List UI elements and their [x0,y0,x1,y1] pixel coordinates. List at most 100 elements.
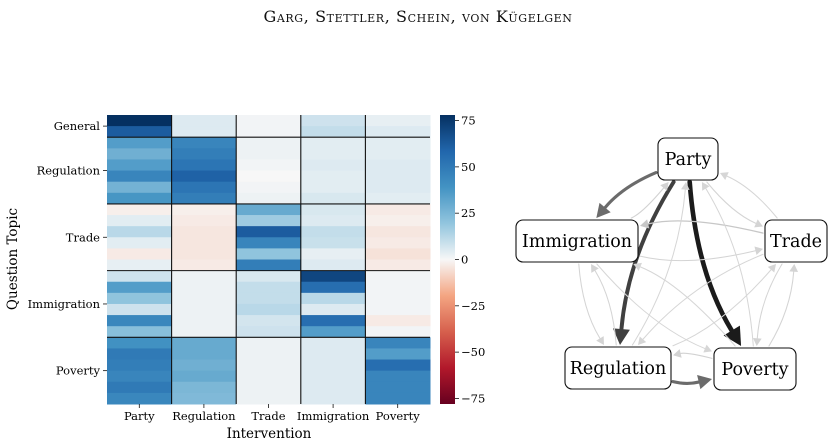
heatmap-cell [365,181,431,194]
edge-regulation-to-party [631,189,686,346]
y-tick-label: Immigration [28,297,101,311]
heatmap-cell [171,215,237,227]
heatmap-cell [365,370,431,383]
heatmap-cell [365,315,431,327]
heatmap-cell [300,370,366,383]
heatmap-cell [107,315,173,327]
colorbar-gradient [440,115,455,404]
heatmap-cell [365,115,431,127]
colorbar-tick-label: 75 [461,114,476,128]
heatmap-cell [300,148,366,160]
edge-poverty-to-regulation [680,352,713,359]
heatmap-cell [300,270,366,283]
node-trade [764,219,828,263]
heatmap-cell [365,159,431,172]
heatmap-cell [236,270,302,283]
heatmap-cell [236,203,302,216]
heatmap-cell [236,259,302,272]
heatmap-cell [365,270,431,283]
heatmap-cell [236,115,302,127]
heatmap-cell [171,159,237,172]
heatmap-cell [107,359,173,372]
x-tick-label: Party [124,409,155,423]
heatmap-cell [365,237,431,249]
arrowhead-poverty-to-regulation [673,349,682,358]
heatmap-cell [300,137,366,149]
heatmap-cell [107,148,173,160]
heatmap-cell [365,170,431,183]
heatmap-cell [236,292,302,305]
edge-party-to-immigration [603,171,658,210]
heatmap-x-axis-title: Intervention [227,426,312,442]
heatmap-cell [236,303,302,316]
arrowhead-trade-to-immigration [640,219,650,229]
heatmap-cell [107,370,173,383]
node-immigration-label: Immigration [522,232,632,252]
node-poverty-label: Poverty [721,360,788,380]
node-party [657,137,719,181]
heatmap-cell [365,381,431,394]
heatmap-cell [171,181,237,194]
node-immigration [515,219,639,263]
arrowhead-regulation-to-poverty [697,374,712,390]
heatmap-cell [365,137,431,149]
heatmap-cell [107,237,173,249]
heatmap-cell [171,337,237,349]
node-regulation [564,346,672,390]
heatmap-cell [365,259,431,272]
running-head: Garg, Stettler, Schein, von Kügelgen [263,7,573,26]
arrowhead-immigration-to-trade [754,246,763,255]
arrowhead-regulation-to-party [681,182,690,190]
colorbar-tick-label: 50 [461,160,476,174]
heatmap-cell [171,148,237,160]
heatmap-cell [300,381,366,394]
heatmap-cell [107,181,173,194]
arrowhead-party-to-poverty [723,325,742,346]
heatmap-cell [236,226,302,238]
heatmap-cell [236,348,302,361]
causal-graph: Party Immigration Trade Regulation Poverty [515,137,828,391]
arrowhead-immigration-to-party [660,182,669,191]
heatmap-cell [171,137,237,149]
heatmap-cell [171,359,237,372]
heatmap-cell [365,148,431,160]
heatmap-cell [365,248,431,260]
graph-edges [578,171,799,390]
heatmap-cell [236,337,302,349]
heatmap-cell [171,326,237,338]
colorbar-tick-label: 25 [461,206,476,220]
edge-party-to-poverty [687,179,735,333]
heatmap-cell [300,159,366,172]
heatmap-cell [236,315,302,327]
heatmap-cell [171,115,237,127]
y-tick-label: Poverty [56,364,101,378]
edge-poverty-to-party [705,187,754,347]
heatmap-cell [171,292,237,305]
colorbar: 75 50 25 0 −25 −50 −75 [440,114,485,405]
heatmap-cell [236,181,302,194]
heatmap-cell [107,248,173,260]
x-tick-label: Regulation [172,409,236,423]
heatmap-cell [300,226,366,238]
heatmap-cell [365,192,431,205]
heatmap-cell [171,392,237,405]
heatmap-cell [300,315,366,327]
heatmap-cell [365,226,431,238]
heatmap-cell [107,159,173,172]
heatmap-cell [236,215,302,227]
heatmap-cell [300,259,366,272]
heatmap-cell [300,359,366,372]
heatmap-cell [171,348,237,361]
heatmap-cell [236,326,302,338]
heatmap-cell [236,281,302,294]
heatmap-cell [171,170,237,183]
colorbar-tick-label: −25 [461,299,485,313]
x-tick-label: Poverty [376,409,421,423]
heatmap-cell [236,170,302,183]
heatmap-cell [107,192,173,205]
arrowhead-party-to-trade [754,219,763,228]
heatmap-cell [171,226,237,238]
heatmap-cell [236,359,302,372]
colorbar-tick-label: −50 [461,345,485,359]
